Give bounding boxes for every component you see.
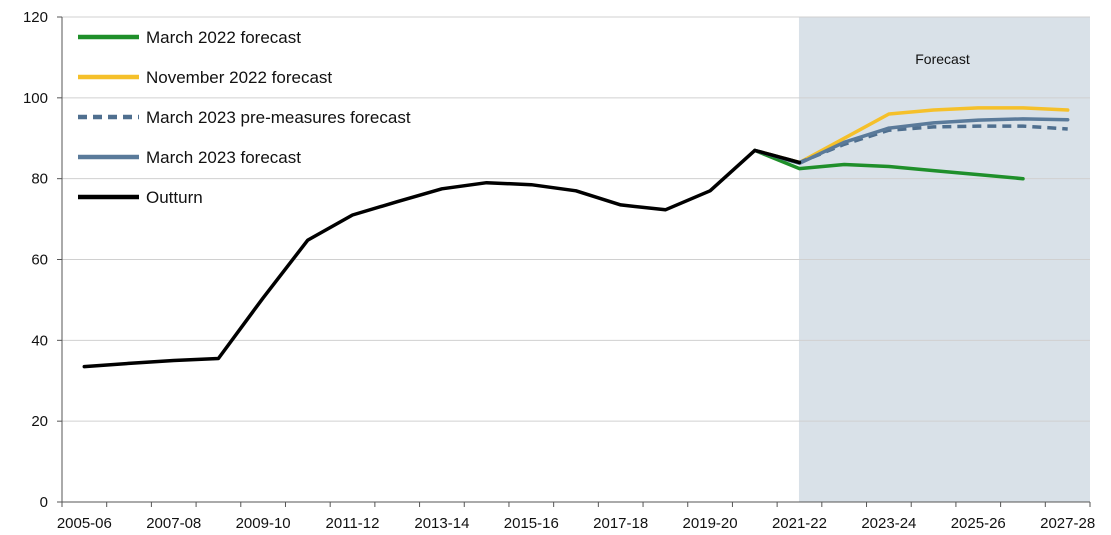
y-tick-label: 60 [31, 252, 48, 269]
y-tick-label: 20 [31, 413, 48, 430]
x-tick-label: 2017-18 [593, 515, 648, 532]
x-tick-label: 2009-10 [236, 515, 291, 532]
x-tick-label: 2025-26 [951, 515, 1006, 532]
y-tick-label: 80 [31, 171, 48, 188]
x-tick-label: 2011-12 [326, 515, 380, 532]
series-line-march-2022-forecast [753, 148, 1025, 181]
y-tick-label: 0 [40, 494, 48, 511]
series-line-march-2023-forecast [753, 117, 1070, 166]
x-tick-label: 2021-22 [772, 515, 827, 532]
legend-item: Outturn [78, 188, 203, 207]
legend-item: November 2022 forecast [78, 68, 332, 87]
forecast-label: Forecast [915, 51, 970, 67]
gridlines [62, 16, 1090, 422]
series-line-outturn [82, 148, 802, 369]
legend-label: March 2022 forecast [146, 28, 301, 47]
legend-label: Outturn [146, 188, 203, 207]
y-tick-label: 100 [23, 90, 48, 107]
legend-item: March 2022 forecast [78, 28, 301, 47]
x-tick-label: 2013-14 [414, 515, 469, 532]
legend-item: March 2023 forecast [78, 148, 301, 167]
x-tick-label: 2027-28 [1040, 515, 1095, 532]
legend-label: March 2023 pre-measures forecast [146, 108, 411, 127]
axes: 0 20 40 60 80 100 120 2005-06 2007-08 2009-10 2011… [23, 9, 1095, 532]
x-tick-label: 2007-08 [146, 515, 201, 532]
legend-label: March 2023 forecast [146, 148, 301, 167]
x-tick-label: 2019-20 [683, 515, 738, 532]
legend-label: November 2022 forecast [146, 68, 332, 87]
x-tick-label: 2023-24 [861, 515, 916, 532]
y-tick-label: 120 [23, 9, 48, 26]
legend: March 2022 forecast November 2022 forecas… [78, 28, 411, 207]
y-tick-label: 40 [31, 332, 48, 349]
x-tick-label: 2005-06 [57, 515, 112, 532]
series-lines [82, 106, 1070, 369]
x-tick-label: 2015-16 [504, 515, 559, 532]
legend-item: March 2023 pre-measures forecast [78, 108, 411, 127]
